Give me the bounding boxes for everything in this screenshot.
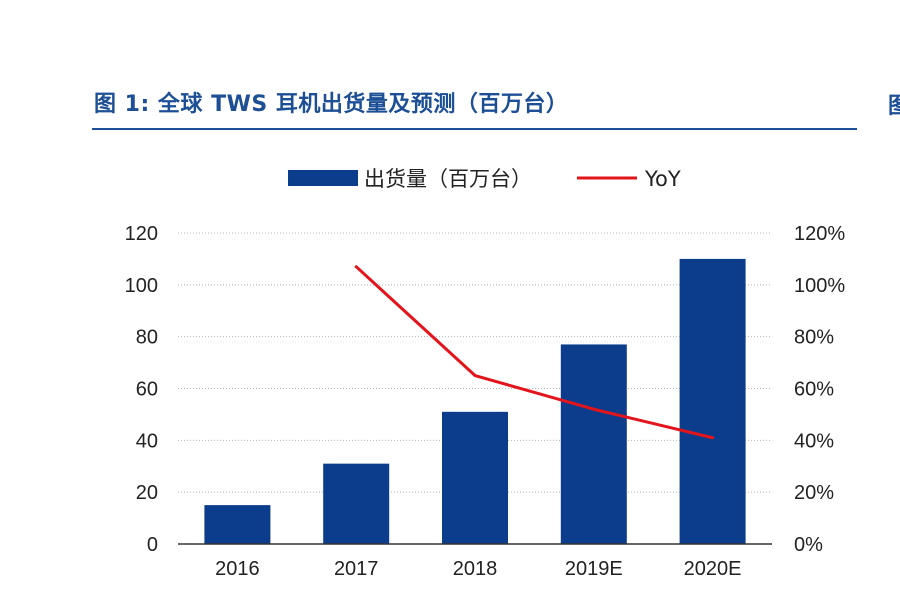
legend-label-line: YoY [644,167,681,191]
y-left-tick-label: 80 [136,327,158,349]
chart-title: 图 1: 全球 TWS 耳机出货量及预测（百万台） [94,92,569,117]
x-tick-label: 2016 [215,558,260,580]
yoy-point-2020E [711,436,715,440]
x-tick-labels: 2016 2017 2018 2019E 2020E [215,558,741,580]
yoy-point-2018 [473,374,477,378]
y-left-tick-label: 0 [147,534,158,556]
bar-2020E [679,258,746,544]
yoy-point-2017 [354,265,358,269]
y-right-tick-label: 100% [794,275,845,297]
yoy-line [355,265,713,440]
y-axis-right: 0% 20% 40% 60% 80% 100% 120% [794,223,845,556]
x-tick-label: 2017 [334,558,379,580]
x-tick-label: 2018 [453,558,498,580]
legend-swatch-bar [288,170,358,186]
bar-2018 [442,411,508,544]
legend-label-bar: 出货量（百万台） [364,167,532,191]
y-right-tick-label: 120% [794,223,845,245]
yoy-point-2019E [592,407,596,411]
title-rule [92,128,857,130]
y-axis-left: 0 20 40 60 80 100 120 [125,223,158,556]
y-right-tick-label: 20% [794,482,834,504]
y-left-tick-label: 120 [125,223,158,245]
y-right-tick-label: 40% [794,430,834,452]
y-right-tick-label: 80% [794,327,834,349]
bar-2016 [204,505,271,544]
yoy-series [354,265,715,440]
bar-series [204,258,746,544]
y-right-tick-label: 0% [794,534,823,556]
y-left-tick-label: 60 [136,379,158,401]
x-tick-label: 2019E [565,558,623,580]
adjacent-figure-glyph: 图 [888,94,900,119]
y-right-tick-label: 60% [794,379,834,401]
chart-legend: 出货量（百万台） YoY [288,167,681,191]
x-tick-label: 2020E [684,558,742,580]
y-left-tick-label: 100 [125,275,158,297]
bar-2019E [560,344,627,544]
y-left-tick-label: 20 [136,482,158,504]
bar-2017 [323,463,390,544]
y-left-tick-label: 40 [136,430,158,452]
adjacent-figure-edge: 图 [884,88,900,128]
